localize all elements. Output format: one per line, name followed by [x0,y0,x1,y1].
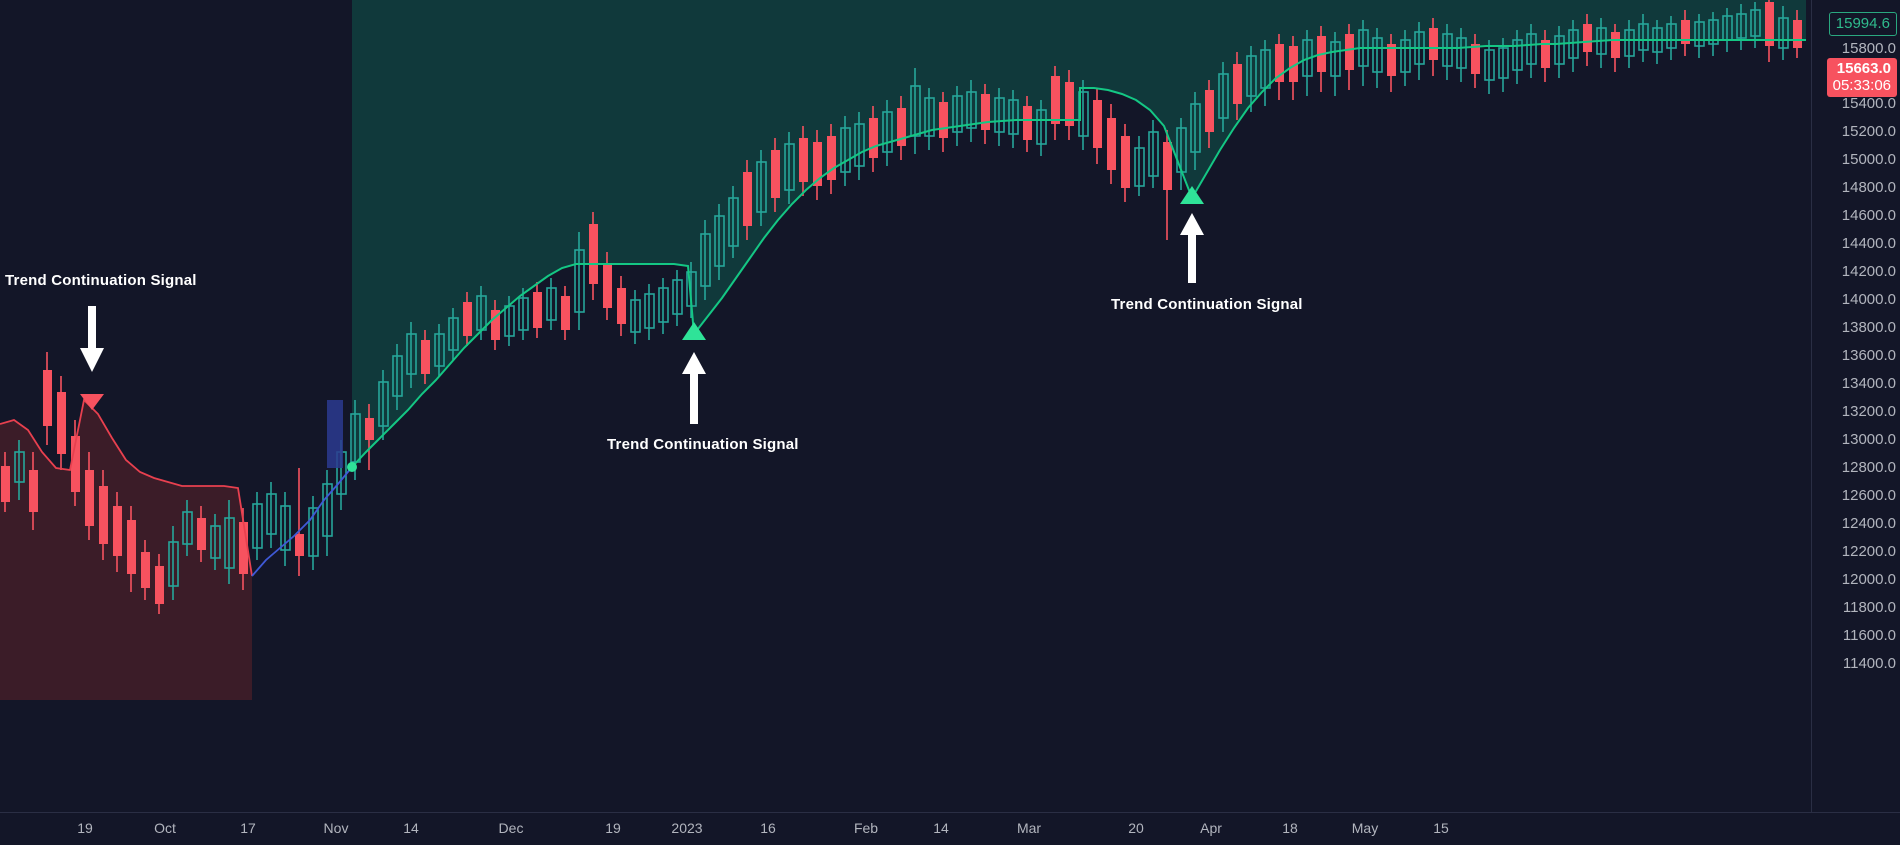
annotation-arrows [80,213,1204,424]
time-tick: May [1351,820,1379,836]
price-tick: 15400.0 [1841,95,1896,112]
price-tick: 11600.0 [1842,627,1896,644]
arrow-up-2 [1180,213,1204,283]
time-tick: Apr [1200,820,1222,836]
last-price-badge[interactable]: 15994.6 [1828,12,1897,36]
time-tick: 19 [605,820,621,836]
price-chart-svg[interactable] [0,0,1812,812]
trend-start-dot[interactable] [347,462,357,472]
price-tick: 14000.0 [1841,291,1896,308]
signal-markers[interactable] [80,186,1204,472]
candlestick-series [1,0,1802,614]
downtrend-supertrend-line [0,398,253,577]
countdown-price-value: 15663.0 [1836,60,1891,77]
price-tick: 14800.0 [1841,179,1896,196]
countdown-timer-value: 05:33:06 [1832,77,1891,94]
chart-plot-area[interactable]: Trend Continuation Signal Trend Continua… [0,0,1812,812]
price-tick: 13800.0 [1841,319,1896,336]
time-tick: 15 [1433,820,1449,836]
time-tick: Nov [323,820,349,836]
price-tick: 13200.0 [1841,403,1896,420]
price-tick: 13600.0 [1841,347,1896,364]
signal-marker-down-triangle[interactable] [80,394,104,410]
time-tick: 16 [760,820,776,836]
price-tick: 12800.0 [1841,459,1896,476]
transition-segment [251,466,353,577]
time-tick: 2023 [671,820,703,836]
signal-marker-up-triangle-2[interactable] [1180,186,1204,204]
time-tick: 18 [1282,820,1298,836]
price-tick: 14600.0 [1841,207,1896,224]
price-tick: 15800.0 [1841,40,1896,57]
transition-fill [327,400,343,468]
price-tick: 12000.0 [1841,571,1896,588]
price-tick: 13000.0 [1841,431,1896,448]
annotation-label-3: Trend Continuation Signal [1111,296,1303,313]
price-tick: 15200.0 [1841,123,1896,140]
arrow-up-1 [682,352,706,424]
time-tick: Dec [498,820,524,836]
countdown-price-badge[interactable]: 15663.0 05:33:06 [1826,58,1897,97]
price-tick: 15000.0 [1841,151,1896,168]
price-tick: 13400.0 [1841,375,1896,392]
time-tick: 14 [933,820,949,836]
arrow-down-1 [80,306,104,372]
price-tick: 14400.0 [1841,235,1896,252]
time-tick: Oct [154,820,176,836]
time-tick: 14 [403,820,419,836]
price-tick: 12400.0 [1841,515,1896,532]
time-tick: 19 [77,820,93,836]
price-tick: 11400.0 [1842,655,1896,672]
time-axis[interactable]: 19 Oct 17 Nov 14 Dec 19 2023 16 Feb 14 M… [0,812,1900,845]
uptrend-supertrend-line [351,39,1806,468]
price-tick: 12600.0 [1841,487,1896,504]
time-tick: 17 [240,820,256,836]
price-tick: 14200.0 [1841,263,1896,280]
signal-marker-up-triangle-1[interactable] [682,322,706,340]
price-tick: 11800.0 [1842,599,1896,616]
time-tick: Mar [1016,820,1042,836]
price-axis[interactable]: 15800.0 15400.0 15200.0 15000.0 14800.0 … [1811,0,1900,812]
time-tick: Feb [853,820,879,836]
annotation-label-2: Trend Continuation Signal [607,436,799,453]
downtrend-fill-region [0,400,252,700]
price-tick: 12200.0 [1841,543,1896,560]
uptrend-band [352,0,1806,467]
time-tick: 20 [1128,820,1144,836]
annotation-label-1: Trend Continuation Signal [5,272,197,289]
